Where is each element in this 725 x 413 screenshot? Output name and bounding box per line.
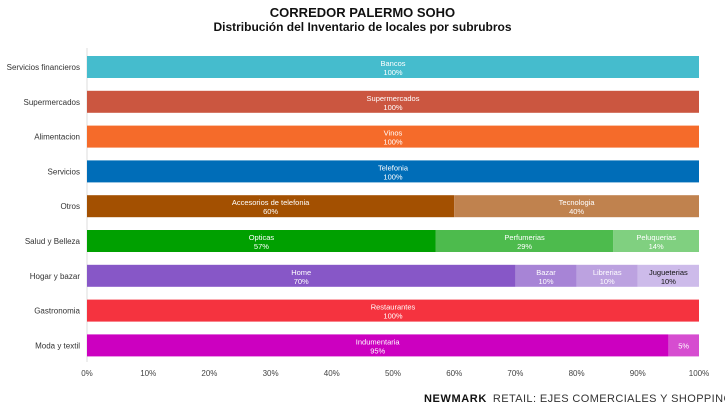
bar-segment xyxy=(87,125,699,148)
segment-label: Perfumerias xyxy=(504,233,545,242)
bar-segment xyxy=(87,56,699,78)
segment-value: 100% xyxy=(383,172,403,181)
footer-text: RETAIL: EJES COMERCIALES Y SHOPPINGS xyxy=(492,393,725,405)
category-label: Servicios financieros xyxy=(7,63,80,72)
footer-brand: NEWMARK xyxy=(424,393,487,405)
segment-value: 14% xyxy=(649,242,664,251)
segment-value: 60% xyxy=(263,207,278,216)
bar-segment xyxy=(87,230,436,252)
segment-value: 5% xyxy=(678,341,689,350)
x-tick-label: 40% xyxy=(324,369,340,378)
category-label: Servicios xyxy=(48,167,80,176)
segment-label: Tecnologia xyxy=(559,198,596,207)
bar-segment xyxy=(637,264,699,287)
bar-segment xyxy=(87,334,669,357)
category-label: Moda y textil xyxy=(35,341,80,350)
bar-segment xyxy=(613,230,699,252)
x-tick-label: 30% xyxy=(263,369,279,378)
bar-segment xyxy=(87,299,699,322)
bar-segment xyxy=(576,264,638,287)
x-tick-label: 10% xyxy=(140,369,156,378)
x-tick-label: 20% xyxy=(201,369,217,378)
x-tick-label: 70% xyxy=(507,369,523,378)
x-tick-label: 60% xyxy=(446,369,462,378)
segment-label: Accesorios de telefonia xyxy=(232,198,310,207)
segment-value: 100% xyxy=(383,138,403,147)
segment-value: 57% xyxy=(254,242,269,251)
segment-value: 10% xyxy=(538,277,553,286)
x-tick-label: 0% xyxy=(81,369,93,378)
footer: NEWMARK RETAIL: EJES COMERCIALES Y SHOPPI… xyxy=(424,393,725,405)
segment-value: 100% xyxy=(383,312,403,321)
segment-label: Jugueterias xyxy=(649,268,688,277)
segment-label: Librerias xyxy=(593,268,622,277)
segment-value: 100% xyxy=(383,68,403,77)
bar-segment xyxy=(87,195,455,218)
bar-segment xyxy=(87,264,516,287)
category-label: Hogar y bazar xyxy=(30,272,81,281)
bar-segment xyxy=(454,195,699,218)
bar-segment xyxy=(668,334,699,357)
category-label: Gastronomia xyxy=(34,307,80,316)
segment-value: 70% xyxy=(294,277,309,286)
segment-label: Peluquerias xyxy=(636,233,676,242)
x-tick-label: 100% xyxy=(689,369,709,378)
segment-label: Opticas xyxy=(249,233,275,242)
category-label: Alimentacion xyxy=(34,133,80,142)
segment-label: Bazar xyxy=(536,268,556,277)
segment-label: Bancos xyxy=(380,59,405,68)
segment-label: Indumentaria xyxy=(356,337,401,346)
segment-value: 40% xyxy=(569,207,584,216)
category-label: Otros xyxy=(60,202,80,211)
segment-value: 10% xyxy=(661,277,676,286)
bar-segment xyxy=(87,90,699,113)
x-tick-label: 50% xyxy=(385,369,401,378)
segment-label: Home xyxy=(291,268,311,277)
segment-value: 29% xyxy=(517,242,532,251)
bar-segment xyxy=(87,160,699,183)
segment-label: Supermercados xyxy=(367,94,420,103)
chart-subtitle: Distribución del Inventario de locales p… xyxy=(213,20,512,34)
segment-value: 10% xyxy=(600,277,615,286)
segment-label: Vinos xyxy=(384,129,403,138)
chart-title: CORREDOR PALERMO SOHO xyxy=(269,5,456,20)
category-label: Supermercados xyxy=(24,98,80,107)
segment-value: 95% xyxy=(370,346,385,355)
category-label: Salud y Belleza xyxy=(25,237,81,246)
segment-label: Telefonia xyxy=(378,163,409,172)
x-tick-label: 80% xyxy=(569,369,585,378)
x-tick-label: 90% xyxy=(630,369,646,378)
segment-value: 100% xyxy=(383,103,403,112)
bar-segment xyxy=(515,264,577,287)
bar-segment xyxy=(435,230,614,252)
segment-label: Restaurantes xyxy=(371,303,416,312)
